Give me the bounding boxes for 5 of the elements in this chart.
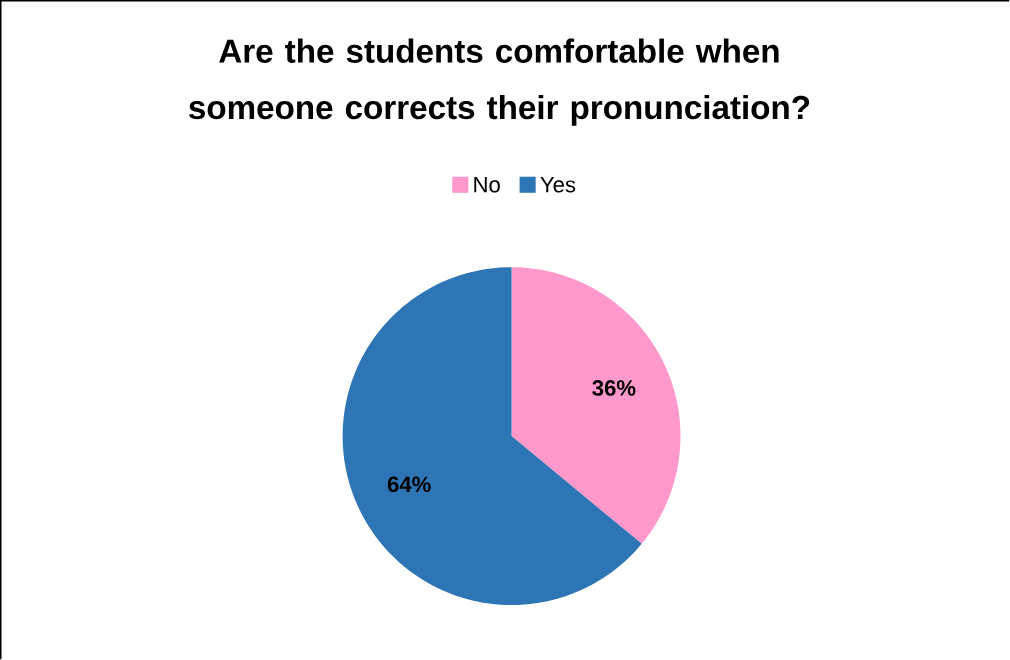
legend-label: Yes bbox=[540, 176, 576, 193]
data-label: 36% bbox=[592, 380, 636, 396]
legend-label: No bbox=[474, 176, 500, 193]
data-label: 64% bbox=[387, 476, 431, 493]
chart-title: Are the students comfortable when someone corrects their pronunciation? bbox=[189, 38, 810, 126]
